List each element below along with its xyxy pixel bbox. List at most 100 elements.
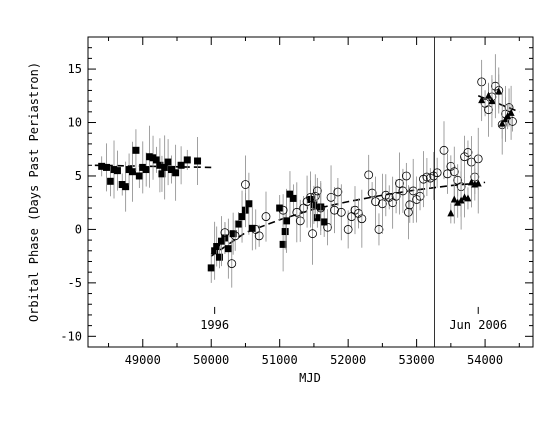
square-marker bbox=[156, 161, 164, 169]
square-marker bbox=[310, 201, 318, 209]
data-point bbox=[488, 75, 496, 128]
data-point bbox=[161, 135, 169, 200]
data-point bbox=[113, 150, 121, 191]
square-marker bbox=[248, 224, 256, 232]
y-tick-label: -5 bbox=[68, 276, 82, 290]
data-point bbox=[152, 146, 160, 173]
circle-marker bbox=[312, 186, 322, 196]
data-point bbox=[412, 176, 422, 223]
square-marker bbox=[172, 169, 180, 177]
data-point bbox=[310, 174, 320, 219]
circle-marker bbox=[412, 195, 422, 204]
square-marker bbox=[158, 170, 166, 178]
x-tick-label: 49000 bbox=[125, 353, 161, 367]
data-point bbox=[168, 155, 176, 184]
point-group bbox=[98, 54, 517, 288]
circle-marker bbox=[463, 148, 473, 157]
square-marker bbox=[229, 230, 237, 238]
square-marker bbox=[122, 183, 130, 191]
square-marker bbox=[98, 162, 106, 170]
triangle-marker bbox=[495, 87, 503, 95]
circle-marker bbox=[241, 180, 250, 189]
square-marker bbox=[215, 253, 223, 261]
data-point bbox=[371, 176, 380, 227]
data-point bbox=[347, 206, 356, 227]
square-marker bbox=[113, 167, 121, 175]
circle-marker bbox=[261, 212, 271, 221]
data-point bbox=[439, 121, 449, 180]
circle-marker bbox=[439, 145, 449, 155]
data-point bbox=[286, 171, 294, 218]
data-point bbox=[326, 165, 336, 230]
data-point bbox=[504, 103, 512, 130]
triangle-marker bbox=[454, 198, 462, 206]
data-point bbox=[485, 83, 492, 108]
data-point bbox=[447, 203, 455, 224]
data-point bbox=[98, 156, 106, 177]
circle-marker bbox=[504, 103, 514, 112]
circle-marker bbox=[316, 203, 326, 213]
data-point bbox=[432, 157, 442, 188]
circle-marker bbox=[310, 191, 320, 201]
chart-frame bbox=[87, 36, 534, 348]
data-point bbox=[467, 157, 475, 208]
circle-marker bbox=[432, 168, 442, 178]
data-point bbox=[292, 182, 302, 243]
data-point bbox=[215, 246, 223, 269]
triangle-marker bbox=[467, 178, 475, 186]
data-point bbox=[241, 155, 250, 214]
fit-line bbox=[210, 181, 486, 257]
triangle-marker bbox=[447, 209, 455, 217]
data-point bbox=[132, 129, 140, 172]
circle-marker bbox=[336, 207, 346, 217]
data-point bbox=[289, 184, 297, 213]
data-point bbox=[450, 175, 458, 224]
square-marker bbox=[168, 166, 176, 174]
data-point bbox=[278, 194, 288, 227]
data-point bbox=[422, 158, 432, 197]
data-point bbox=[248, 206, 256, 251]
square-marker bbox=[164, 158, 172, 166]
square-marker bbox=[211, 247, 219, 255]
triangle-marker bbox=[464, 194, 472, 202]
tick-group: 49000 50000 51000 52000 53000 54000 -10 -5 0 5 10 1… bbox=[60, 37, 533, 367]
triangle-marker bbox=[507, 108, 515, 116]
circle-marker bbox=[374, 225, 384, 234]
annotation-label: 1996 bbox=[200, 318, 229, 332]
circle-marker bbox=[220, 228, 230, 238]
circle-marker bbox=[333, 187, 343, 197]
circle-marker bbox=[230, 231, 240, 241]
data-point bbox=[172, 144, 180, 201]
y-axis-label: Orbital Phase (Days Past Periastron) bbox=[27, 62, 41, 322]
y-tick-label: 5 bbox=[75, 169, 82, 183]
circle-marker bbox=[254, 231, 264, 241]
data-point bbox=[464, 187, 472, 210]
square-marker bbox=[152, 156, 160, 164]
x-axis-label: MJD bbox=[299, 371, 321, 385]
circle-marker bbox=[350, 205, 360, 215]
circle-marker bbox=[278, 205, 288, 215]
data-point bbox=[156, 138, 164, 193]
annotation-label: Jun 2006 bbox=[449, 318, 507, 332]
circle-marker bbox=[354, 208, 363, 218]
circle-marker bbox=[326, 192, 336, 202]
triangle-marker bbox=[457, 196, 465, 204]
circle-marker bbox=[377, 199, 387, 209]
circle-marker bbox=[323, 222, 333, 232]
data-point bbox=[377, 173, 387, 234]
data-point bbox=[498, 92, 506, 155]
square-marker bbox=[289, 194, 297, 202]
square-marker bbox=[281, 228, 289, 236]
square-marker bbox=[320, 218, 328, 226]
data-point bbox=[478, 79, 486, 122]
data-point bbox=[401, 162, 411, 189]
x-tick-label: 52000 bbox=[330, 353, 366, 367]
square-marker bbox=[135, 172, 143, 180]
data-point bbox=[320, 206, 328, 237]
annotation-group: 1996 Jun 2006 bbox=[200, 306, 507, 332]
square-marker bbox=[207, 264, 215, 272]
square-marker bbox=[132, 146, 140, 154]
data-point bbox=[429, 151, 439, 200]
square-marker bbox=[102, 163, 110, 171]
